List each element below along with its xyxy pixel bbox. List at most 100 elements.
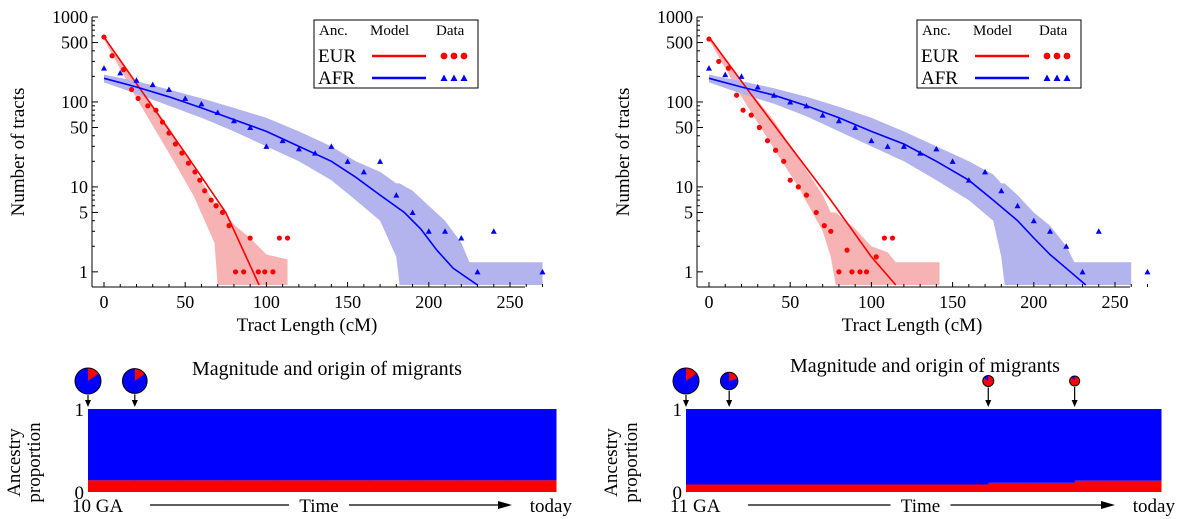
ancestry-bars: [686, 409, 1162, 492]
afr-ancestry-block: [88, 409, 136, 481]
eur-data-point: [166, 130, 172, 136]
eur-data-point: [734, 92, 740, 98]
afr-data-point: [458, 235, 465, 241]
y-axis-label: Number of tracts: [8, 88, 29, 217]
legend-label-afr: AFR: [318, 68, 355, 89]
afr-confidence-band: [104, 74, 543, 285]
afr-data-point: [149, 81, 156, 88]
afr-data-point: [1030, 217, 1037, 224]
legend-box: [313, 19, 479, 89]
eur-ancestry-block: [772, 484, 817, 492]
migration-arrow-head: [985, 400, 992, 407]
y-axis-label: Ancestryproportion: [601, 422, 642, 503]
afr-ancestry-block: [1031, 409, 1076, 483]
axes: 0 50 100 150 200 250 1 5 10 50 100 500 1000: [52, 7, 543, 312]
migration-event: [1069, 375, 1081, 407]
afr-data-point: [884, 143, 891, 149]
migrant-pie-outline: [982, 374, 995, 388]
x-tick-label: 50: [781, 292, 799, 312]
afr-data-point: [214, 109, 221, 116]
eur-ancestry-block: [275, 480, 323, 492]
eur-data-point: [101, 34, 107, 40]
eur-data-point: [828, 228, 834, 234]
afr-data-point: [1095, 228, 1102, 234]
y-tick-label: 100: [666, 92, 693, 112]
eur-data-point: [213, 203, 219, 209]
afr-data-point: [738, 73, 745, 79]
y-tick-label: 0: [673, 483, 683, 504]
afr-data-point: [949, 158, 956, 164]
time-label: Time: [299, 496, 338, 517]
y-axis-label-line: proportion: [24, 422, 45, 503]
y-tick-label: 500: [666, 33, 693, 53]
legend-data-marker-afr: [1043, 74, 1051, 81]
time-arrow-head: [1101, 501, 1115, 509]
x-tick-label: 50: [176, 292, 194, 312]
afr-data-point: [230, 117, 237, 124]
eur-data-point: [844, 247, 850, 253]
legend-header: Anc.: [922, 23, 951, 39]
eur-data-point: [129, 86, 135, 93]
afr-data-point: [117, 69, 124, 76]
legend-data-marker-eur: [1063, 52, 1071, 60]
eur-ancestry-block: [181, 480, 229, 492]
afr-data-point: [770, 92, 777, 98]
x-tick-label: 150: [334, 292, 361, 312]
eur-data-point: [208, 197, 214, 203]
legend-data-marker-afr: [1063, 74, 1071, 81]
legend-header: Data: [1039, 23, 1068, 39]
eur-ancestry-block: [686, 484, 730, 492]
legend-header: Anc.: [319, 23, 348, 39]
eur-data-point: [764, 138, 771, 144]
time-start-label: 11 GA: [670, 496, 721, 517]
tract-plot-2: 0 50 100 150 200 250 1 5 10 50 100 500 1000 Tract Len…: [613, 7, 1151, 336]
afr-ancestry-block: [772, 409, 817, 485]
eur-data-point: [849, 269, 855, 275]
migration-event: [672, 367, 700, 407]
migration-arrow-head: [1071, 400, 1078, 407]
afr-ancestry-block: [901, 409, 946, 485]
migration-event: [121, 368, 148, 407]
afr-data-point: [539, 268, 546, 275]
eur-data-point: [179, 150, 185, 156]
afr-model-line: [708, 77, 1087, 286]
afr-ancestry-block: [368, 409, 417, 481]
x-tick-label: 250: [1102, 292, 1129, 312]
x-tick-label: 200: [1020, 292, 1047, 312]
x-tick-label: 250: [497, 292, 524, 312]
y-tick-label: 50: [675, 118, 693, 138]
legend-label-afr: AFR: [921, 68, 958, 89]
eur-ancestry-block: [1117, 480, 1162, 492]
afr-confidence-band: [709, 74, 1132, 285]
eur-ancestry-block: [945, 484, 989, 492]
migration-title: Magnitude and origin of migrants: [790, 355, 1060, 377]
afr-data-point: [393, 192, 400, 198]
y-tick-label: 500: [61, 33, 88, 53]
eur-data-point: [185, 160, 192, 166]
eur-data-point: [706, 36, 712, 42]
afr-ancestry-block: [509, 409, 557, 481]
afr-data-point: [474, 268, 481, 275]
migrant-pie-outline: [719, 371, 739, 391]
eur-data-point: [889, 235, 896, 241]
migration-arrow-head: [683, 400, 689, 407]
migrant-pie-outline: [74, 367, 102, 395]
migrant-pie-eur: [729, 372, 738, 381]
y-tick-label: 1: [75, 400, 85, 421]
eur-data-point: [756, 124, 762, 131]
afr-data-point: [900, 143, 907, 149]
x-tick-label: 150: [939, 292, 966, 312]
afr-ancestry-block: [228, 409, 276, 481]
afr-ancestry-block: [729, 409, 773, 485]
migration-arrow-head: [131, 400, 138, 407]
y-tick-label: 10: [70, 177, 88, 197]
time-start-label: 10 GA: [72, 496, 123, 517]
afr-data-point: [819, 112, 826, 118]
afr-data-point: [933, 145, 940, 152]
afr-data-point: [198, 100, 205, 107]
afr-data-point: [344, 158, 351, 164]
eur-data-point: [270, 269, 276, 275]
time-end-label: today: [530, 496, 573, 517]
afr-data-point: [182, 95, 189, 101]
